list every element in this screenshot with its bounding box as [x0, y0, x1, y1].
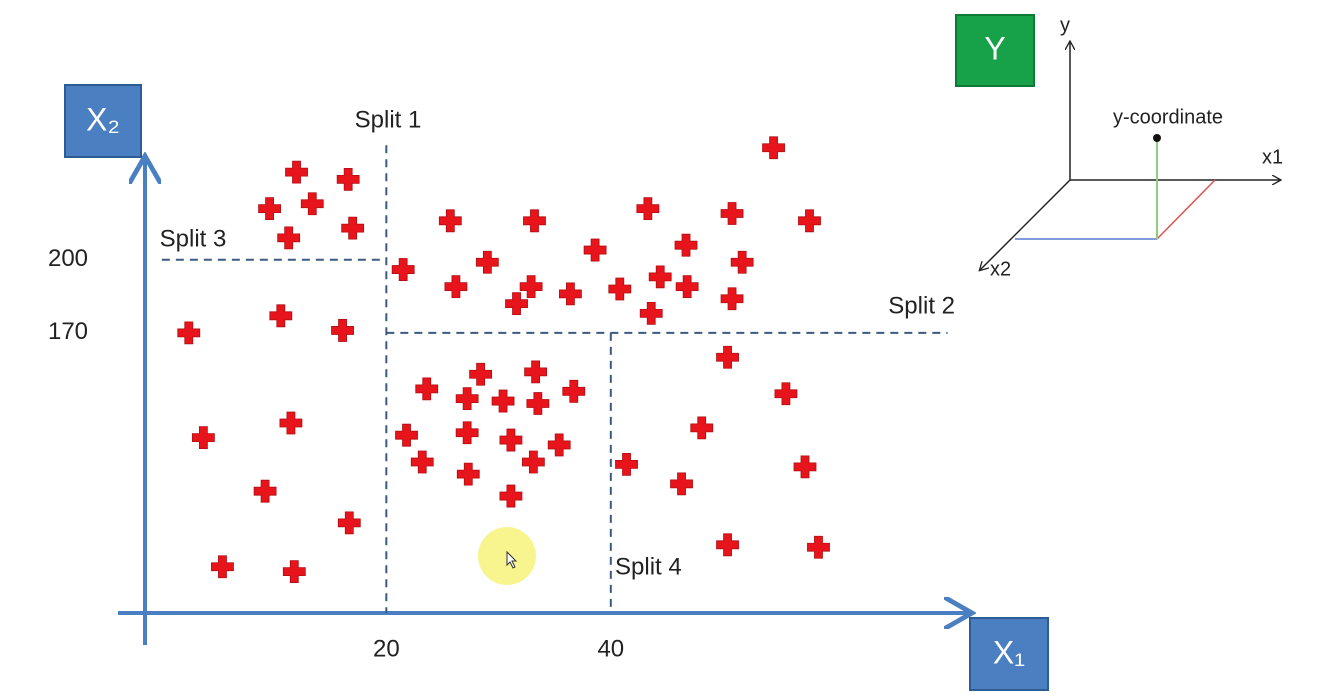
y-tick-label: 170: [48, 318, 88, 345]
y-tick-label: 200: [48, 245, 88, 272]
inset-box-label: Y: [984, 30, 1005, 66]
data-point: [690, 416, 714, 440]
data-point: [648, 265, 672, 289]
data-point: [639, 301, 663, 325]
inset-point: [1153, 134, 1161, 142]
data-point: [730, 250, 754, 274]
data-point: [521, 450, 545, 474]
data-point: [519, 275, 543, 298]
data-point: [300, 192, 324, 216]
data-point: [191, 426, 215, 450]
data-point: [762, 136, 785, 160]
data-point: [277, 226, 301, 250]
data-point: [336, 168, 360, 191]
inset-axis-label: x1: [1262, 146, 1283, 168]
data-point: [675, 275, 699, 298]
data-point: [258, 197, 281, 221]
data-point: [341, 216, 365, 240]
x-axis-box: [969, 617, 1049, 691]
data-point: [410, 450, 434, 474]
data-point: [608, 277, 632, 301]
data-point: [469, 362, 493, 386]
x-tick-label: 40: [597, 635, 624, 662]
data-point: [444, 275, 468, 298]
data-point: [253, 479, 277, 503]
data-point: [499, 484, 523, 508]
data-point: [793, 455, 817, 479]
y-axis-box: [64, 84, 142, 158]
data-point: [455, 421, 479, 445]
split-label: Split 3: [160, 225, 227, 252]
data-point: [491, 389, 515, 413]
data-point: [415, 377, 439, 401]
data-point: [559, 282, 582, 306]
data-point: [505, 292, 528, 316]
data-point: [720, 287, 744, 311]
data-point: [285, 160, 308, 184]
data-point: [282, 560, 306, 583]
data-point: [720, 202, 744, 225]
data-point: [583, 238, 607, 262]
data-point: [499, 428, 523, 452]
inset-box: [955, 14, 1035, 87]
data-point: [331, 319, 354, 342]
data-point: [670, 472, 693, 496]
inset-axis-label: y: [1060, 14, 1070, 36]
data-point: [798, 209, 821, 233]
data-point: [391, 258, 415, 281]
data-point: [716, 345, 739, 369]
data-point: [523, 209, 546, 233]
split-label: Split 1: [355, 106, 422, 133]
data-point: [455, 387, 479, 411]
data-point: [438, 209, 462, 233]
data-point: [177, 321, 201, 345]
data-point: [636, 197, 660, 221]
data-point: [395, 423, 418, 447]
data-point: [211, 555, 234, 579]
data-point: [807, 535, 830, 559]
data-point: [547, 433, 571, 457]
data-point: [526, 392, 550, 415]
data-point: [716, 533, 739, 557]
data-point: [337, 511, 361, 535]
cursor: [506, 550, 518, 569]
inset-x2-axis: [980, 179, 1071, 270]
split-label: Split 4: [615, 553, 682, 580]
data-point: [615, 453, 638, 476]
inset-axis-label: x2: [990, 258, 1011, 280]
data-point: [269, 304, 293, 328]
inset-guide: [1156, 179, 1216, 240]
x-tick-label: 20: [373, 635, 400, 662]
data-point: [562, 379, 586, 403]
x-axis-label: X₁: [993, 634, 1025, 670]
inset-point-label: y-coordinate: [1113, 106, 1223, 128]
data-point: [279, 411, 303, 435]
data-point: [524, 360, 548, 384]
y-axis-label: X₂: [86, 101, 120, 137]
split-label: Split 2: [888, 292, 955, 319]
data-point: [674, 233, 698, 257]
data-point: [456, 462, 480, 486]
data-point: [475, 250, 499, 274]
data-point: [774, 382, 798, 406]
